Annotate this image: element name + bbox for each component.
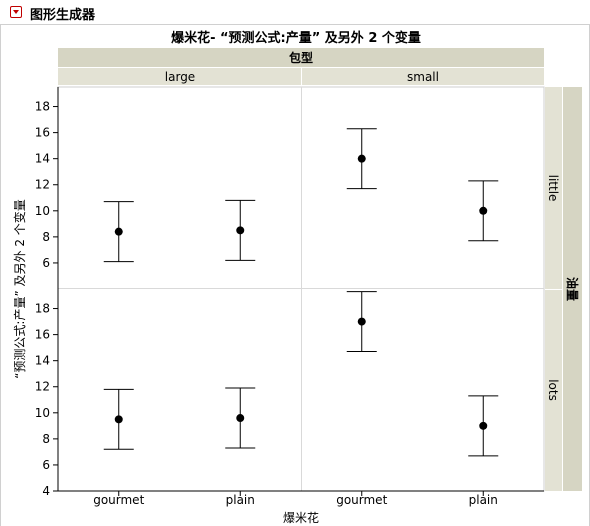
data-point xyxy=(114,227,123,236)
y-tick-label: 4 xyxy=(42,484,50,498)
y-tick-label: 18 xyxy=(35,100,50,114)
y-tick-label: 6 xyxy=(42,256,50,270)
data-point xyxy=(236,414,245,423)
data-point xyxy=(357,154,366,163)
data-point xyxy=(357,317,366,326)
data-point xyxy=(479,206,488,215)
collapse-triangle-icon[interactable] xyxy=(10,6,22,18)
header-divider xyxy=(0,24,590,25)
x-axis-title: 爆米花 xyxy=(283,510,319,525)
y-tick-label: 14 xyxy=(35,354,50,368)
y-tick-label: 6 xyxy=(42,458,50,472)
panel-title: 图形生成器 xyxy=(30,8,96,23)
y-tick-label: 10 xyxy=(35,204,50,218)
column-group-title: 包型 xyxy=(288,50,313,65)
column-label-small: small xyxy=(407,70,439,84)
y-tick-label: 16 xyxy=(35,126,50,140)
y-tick-label: 12 xyxy=(35,178,50,192)
y-tick-label: 14 xyxy=(35,152,50,166)
outline-left-border xyxy=(0,24,1,526)
y-tick-label: 8 xyxy=(42,230,50,244)
x-tick-label: plain xyxy=(469,493,498,507)
x-tick-label: plain xyxy=(226,493,255,507)
y-tick-label: 16 xyxy=(35,328,50,342)
row-group-title: 油量 xyxy=(565,277,580,301)
row-label-lots: lots xyxy=(546,379,560,401)
column-group-strip xyxy=(58,48,544,67)
row-label-little: little xyxy=(546,175,560,202)
column-strip-large[interactable] xyxy=(58,68,301,85)
y-tick-label: 12 xyxy=(35,380,50,394)
x-tick-label: gourmet xyxy=(93,493,144,507)
graph-builder-header: 图形生成器 xyxy=(0,0,590,26)
y-axis-title: “预测公式:产量” 及另外 2 个变量 xyxy=(12,199,27,379)
x-tick-label: gourmet xyxy=(336,493,387,507)
data-marks xyxy=(103,128,499,457)
column-label-large: large xyxy=(165,70,195,84)
chart-title: 爆米花- “预测公式:产量” 及另外 2 个变量 xyxy=(171,30,421,46)
y-tick-label: 10 xyxy=(35,406,50,420)
data-point xyxy=(114,415,123,424)
x-axis: gourmet plain gourmet plain xyxy=(58,490,544,507)
row-strip-lots[interactable] xyxy=(545,290,562,491)
data-point xyxy=(479,421,488,430)
row-strip-little[interactable] xyxy=(545,87,562,289)
y-axis: 6 8 10 12 14 16 18 4 6 8 10 12 14 16 18 xyxy=(35,87,59,498)
row-group-strip xyxy=(563,87,582,491)
column-strip-small[interactable] xyxy=(302,68,544,85)
y-tick-label: 8 xyxy=(42,432,50,446)
data-point xyxy=(236,226,245,235)
y-tick-label: 18 xyxy=(35,302,50,316)
